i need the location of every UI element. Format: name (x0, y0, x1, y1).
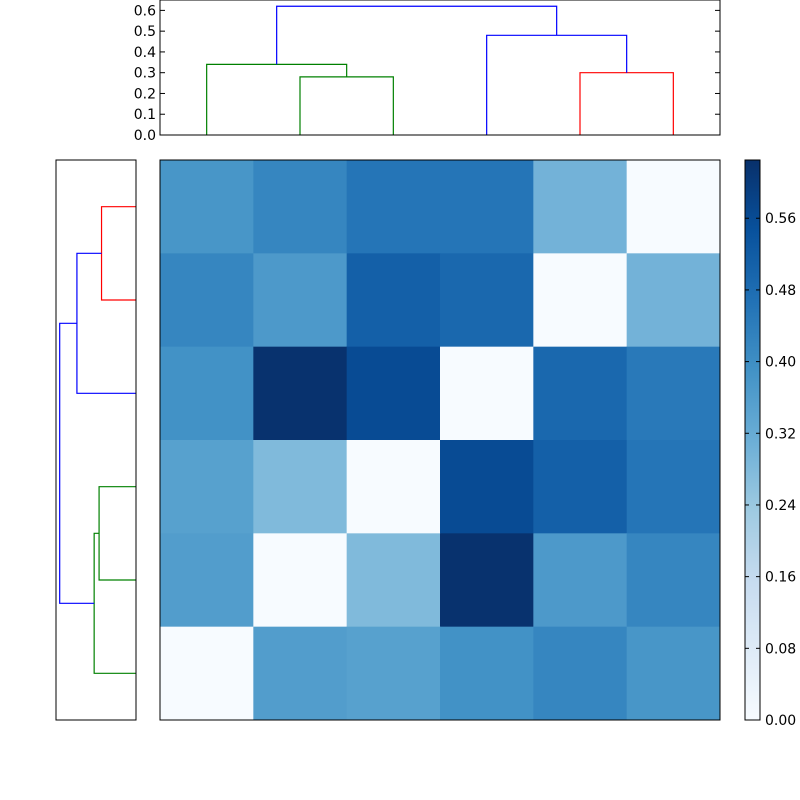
top-dendrogram-link-0 (299, 76, 394, 135)
colorbar-tick-label: 0.00 (765, 713, 796, 729)
top-dendrogram-link-4 (276, 5, 558, 65)
heatmap-cell-r0-c5 (626, 160, 721, 254)
colorbar-tick-label: 0.16 (765, 570, 796, 586)
heatmap-cell-r2-c3 (440, 346, 534, 441)
heatmap-cell-r3-c4 (533, 440, 628, 534)
left-dendrogram (55, 159, 137, 721)
top-dendrogram-ytick-label: 0.5 (134, 24, 156, 40)
heatmap-cell-r3-c5 (626, 440, 721, 534)
heatmap-cell-r3-c1 (253, 440, 348, 534)
colorbar: 0.00 0.08 0.16 0.24 0.32 0.40 0.48 0.56 (744, 159, 796, 729)
heatmap-cell-r0-c0 (160, 160, 254, 254)
heatmap (159, 159, 721, 721)
top-dendrogram-ytick-label: 0.0 (134, 128, 156, 144)
heatmap-cell-r1-c2 (346, 253, 441, 348)
left-dendrogram-link-2 (98, 486, 136, 581)
heatmap-cell-r1-c3 (440, 253, 534, 348)
colorbar-gradient (745, 160, 760, 720)
colorbar-tick-label: 0.08 (765, 641, 796, 657)
colorbar-tick-label: 0.40 (765, 355, 796, 371)
heatmap-cell-r5-c5 (626, 626, 721, 721)
heatmap-cell-r3-c0 (160, 440, 254, 534)
top-dendrogram-link-3 (486, 34, 628, 135)
colorbar-frame (744, 159, 761, 721)
heatmap-cell-r1-c1 (253, 253, 348, 348)
top-dendrogram-link-1 (206, 63, 348, 135)
heatmap-cell-r4-c4 (533, 533, 628, 628)
heatmap-cell-r4-c3 (440, 533, 534, 628)
heatmap-cell-r2-c2 (346, 346, 441, 441)
heatmap-cell-r2-c1 (253, 346, 348, 441)
top-dendrogram-ytick-label: 0.2 (134, 86, 156, 102)
heatmap-cell-r1-c5 (626, 253, 721, 348)
heatmap-cell-r4-c2 (346, 533, 441, 628)
left-dendrogram-frame (55, 159, 137, 721)
top-dendrogram-ytick-label: 0.6 (134, 3, 156, 19)
top-dendrogram: 0.0 0.1 0.2 0.3 0.4 0.5 0.6 (134, 0, 721, 144)
top-dendrogram-ytick-label: 0.1 (134, 107, 156, 123)
colorbar-tick-label: 0.24 (765, 498, 796, 514)
left-dendrogram-link-4 (59, 322, 95, 604)
heatmap-cell-r4-c1 (253, 533, 348, 628)
heatmap-cell-r2-c5 (626, 346, 721, 441)
colorbar-tick-label: 0.56 (765, 211, 796, 227)
heatmap-cell-r2-c4 (533, 346, 628, 441)
heatmap-cell-r5-c1 (253, 626, 348, 721)
heatmap-cell-r0-c1 (253, 160, 348, 254)
heatmap-cell-r4-c0 (160, 533, 254, 628)
heatmap-cell-r5-c4 (533, 626, 628, 721)
heatmap-cell-r3-c2 (346, 440, 441, 534)
heatmap-frame (159, 159, 721, 721)
heatmap-cell-r0-c2 (346, 160, 441, 254)
heatmap-cell-r0-c3 (440, 160, 534, 254)
heatmap-cell-r5-c3 (440, 626, 534, 721)
heatmap-cell-r1-c4 (533, 253, 628, 348)
top-dendrogram-ytick-label: 0.3 (134, 66, 156, 82)
heatmap-cell-r3-c3 (440, 440, 534, 534)
heatmap-cell-r5-c2 (346, 626, 441, 721)
colorbar-tick-label: 0.32 (765, 426, 796, 442)
colorbar-tick-label: 0.48 (765, 283, 796, 299)
heatmap-cell-r2-c0 (160, 346, 254, 441)
top-dendrogram-frame (159, 0, 721, 136)
top-dendrogram-link-2 (579, 72, 674, 135)
heatmap-cell-r5-c0 (160, 626, 254, 721)
top-dendrogram-ytick-label: 0.4 (134, 45, 156, 61)
left-dendrogram-link-3 (93, 532, 136, 674)
heatmap-cell-r1-c0 (160, 253, 254, 348)
left-dendrogram-link-1 (76, 252, 136, 394)
heatmap-cell-r0-c4 (533, 160, 628, 254)
left-dendrogram-link-0 (100, 206, 136, 301)
heatmap-cell-r4-c5 (626, 533, 721, 628)
